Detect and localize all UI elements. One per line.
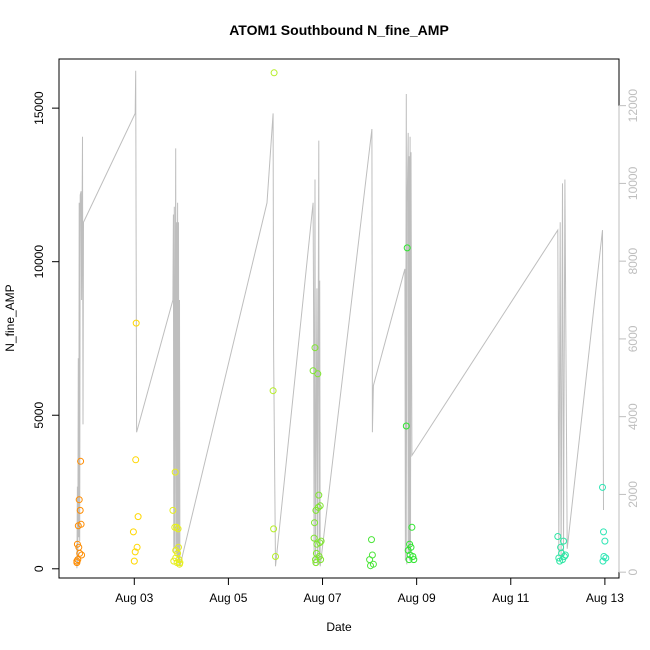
data-point	[311, 519, 318, 527]
data-point	[133, 543, 141, 551]
data-point	[76, 549, 84, 557]
data-point	[600, 553, 608, 560]
y-axis-label: N_fine_AMP	[3, 284, 17, 351]
data-point	[560, 537, 567, 545]
data-point	[316, 539, 324, 547]
y-right-tick-label: 4000	[626, 403, 640, 430]
y-tick-label: 15000	[32, 91, 46, 125]
data-point	[134, 513, 142, 521]
x-tick-label: Aug 03	[115, 591, 153, 605]
y-tick-label: 10000	[32, 245, 46, 279]
data-point	[317, 537, 325, 545]
data-point	[173, 523, 181, 531]
data-point	[368, 536, 375, 544]
amplitude-line	[76, 70, 604, 569]
y-right-tick-label: 6000	[626, 325, 640, 352]
data-point	[270, 525, 278, 533]
y-axis-left: 0 5000 10000 15000	[32, 91, 60, 572]
data-point	[172, 554, 180, 562]
data-point	[270, 69, 278, 77]
x-tick-label: Aug 07	[304, 591, 342, 605]
data-point	[316, 502, 324, 510]
data-point	[272, 553, 279, 560]
data-point	[309, 367, 317, 375]
data-point	[560, 553, 568, 560]
plot-frame	[58, 58, 620, 579]
data-point	[599, 557, 607, 565]
data-point	[169, 506, 177, 514]
y-right-tick-label: 10000	[626, 166, 640, 200]
data-point	[368, 551, 376, 559]
data-point	[176, 559, 184, 567]
data-point	[132, 319, 140, 327]
data-point	[77, 457, 85, 465]
y-axis-right: 0 2000 4000 6000 8000 10000 12000	[618, 89, 640, 576]
data-point	[600, 528, 607, 536]
x-tick-label: Aug 11	[492, 591, 529, 605]
data-point	[408, 523, 416, 531]
data-point	[403, 244, 411, 252]
x-tick-label: Aug 05	[209, 591, 247, 605]
data-point	[410, 556, 418, 564]
point-layer	[73, 69, 610, 570]
data-point	[78, 551, 86, 559]
y-right-tick-label: 2000	[626, 481, 640, 508]
data-point	[601, 537, 609, 545]
data-point	[175, 556, 183, 564]
data-point	[402, 422, 410, 430]
data-point	[314, 503, 322, 511]
data-point	[174, 525, 182, 533]
data-point	[369, 560, 377, 568]
data-point	[76, 506, 84, 514]
y-right-tick-label: 12000	[626, 89, 640, 123]
data-point	[269, 387, 277, 395]
x-axis-label: Date	[326, 620, 352, 634]
data-point	[554, 533, 562, 540]
x-tick-label: Aug 13	[586, 591, 624, 605]
y-tick-label: 0	[32, 565, 46, 572]
y-tick-label: 5000	[32, 402, 46, 429]
data-point	[407, 543, 415, 551]
data-point	[599, 483, 606, 491]
data-point	[73, 557, 81, 565]
data-point	[131, 548, 139, 556]
data-point	[314, 370, 322, 378]
x-axis: Aug 03 Aug 05 Aug 07 Aug 09 Aug 11 Aug 13	[115, 577, 624, 605]
data-point	[132, 456, 140, 464]
data-point	[130, 557, 138, 565]
data-point	[315, 491, 323, 499]
data-point	[311, 344, 319, 352]
data-point	[129, 528, 137, 536]
chart-title: ATOM1 Southbound N_fine_AMP	[229, 22, 449, 38]
data-point	[310, 534, 318, 542]
y-right-tick-label: 0	[626, 569, 640, 576]
line-layer	[76, 70, 604, 569]
data-point	[171, 468, 179, 476]
data-point	[175, 543, 182, 551]
data-point	[77, 520, 85, 528]
y-right-tick-label: 8000	[626, 247, 640, 274]
data-point	[312, 559, 320, 567]
data-point	[409, 553, 417, 560]
data-point	[74, 556, 82, 564]
x-tick-label: Aug 09	[398, 591, 436, 605]
data-point	[561, 551, 569, 559]
data-point	[75, 496, 83, 504]
